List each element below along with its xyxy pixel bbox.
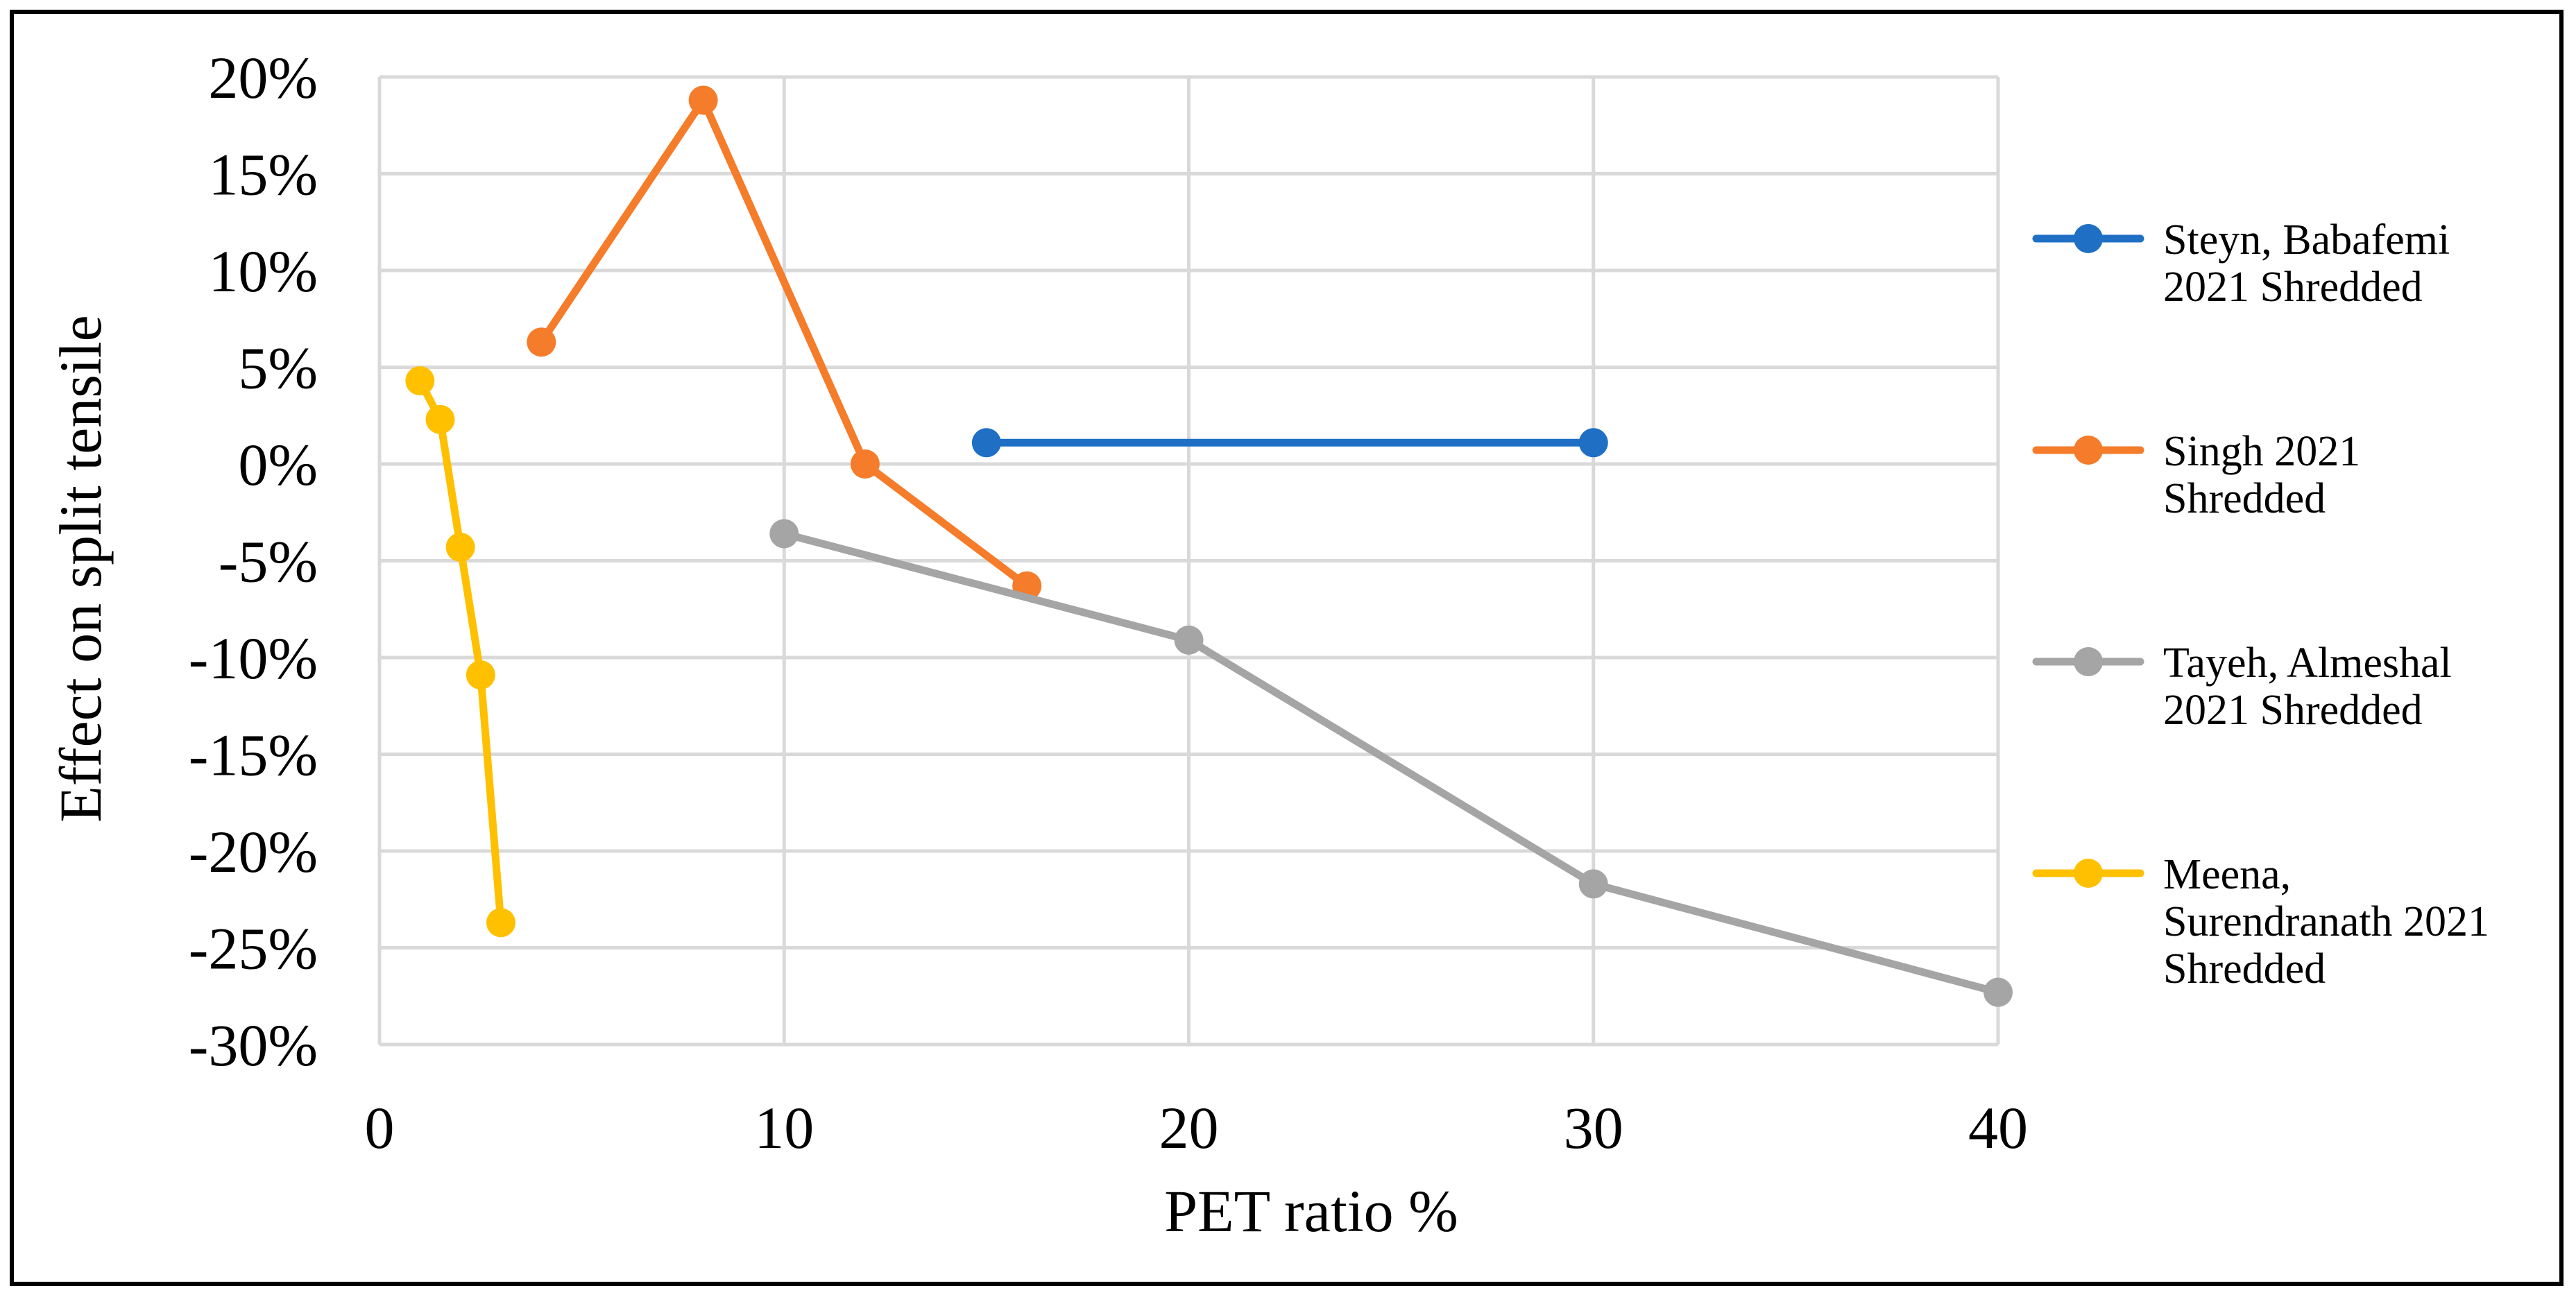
data-point xyxy=(1578,869,1608,899)
data-point xyxy=(1984,977,2013,1007)
chart-frame xyxy=(10,10,2564,1286)
y-tick-label: 5% xyxy=(238,335,318,402)
legend-label: Tayeh, Almeshal xyxy=(2163,639,2452,687)
x-tick-label: 40 xyxy=(1968,1094,2028,1161)
horizontal-gridlines xyxy=(379,75,1998,1047)
legend-label: Steyn, Babafemi xyxy=(2163,216,2450,264)
data-point xyxy=(769,519,799,549)
series-layer xyxy=(405,85,2013,1007)
data-point xyxy=(1174,625,1204,655)
legend-label: Shredded xyxy=(2163,475,2326,522)
legend-label: 2021 Shredded xyxy=(2163,264,2423,311)
y-tick-label: 20% xyxy=(208,44,318,111)
data-point xyxy=(445,532,475,562)
data-point xyxy=(486,908,515,938)
series-4 xyxy=(405,366,515,938)
legend-label: Shredded xyxy=(2163,945,2326,993)
y-tick-label: -15% xyxy=(189,722,318,789)
series-2 xyxy=(527,85,1042,601)
data-point xyxy=(405,366,435,396)
data-point xyxy=(1578,428,1608,458)
x-tick-label: 20 xyxy=(1159,1094,1219,1161)
y-tick-label: 0% xyxy=(238,431,318,498)
y-tick-label: -5% xyxy=(219,529,318,595)
y-tick-label: -10% xyxy=(189,625,318,692)
y-axis-title: Effect on split tensile xyxy=(47,315,114,823)
series-line xyxy=(537,96,1031,590)
legend-label: Singh 2021 xyxy=(2163,428,2360,475)
data-point xyxy=(466,660,495,690)
series-1 xyxy=(971,428,1608,458)
y-axis-tick-labels: 20% 15% 10% 5% 0% -5% -10% -15% -20% -25% -30% xyxy=(189,44,318,1079)
y-tick-label: -25% xyxy=(189,916,318,982)
data-point xyxy=(425,404,455,434)
legend-swatch-marker xyxy=(2074,859,2103,888)
x-tick-label: 0 xyxy=(365,1094,395,1161)
y-tick-label: 10% xyxy=(208,238,318,304)
x-tick-label: 30 xyxy=(1564,1094,1623,1161)
legend-swatch-marker xyxy=(2074,647,2103,676)
legend-swatch-marker xyxy=(2074,436,2103,465)
x-axis-tick-labels: 0 10 20 30 40 xyxy=(365,1094,2029,1161)
legend-label: Meena, xyxy=(2163,851,2291,898)
series-line xyxy=(416,377,505,927)
legend-label: Surendranath 2021 xyxy=(2163,898,2489,945)
x-axis-title: PET ratio % xyxy=(1164,1178,1458,1244)
data-point xyxy=(850,449,880,479)
legend-label: 2021 Shredded xyxy=(2163,687,2423,734)
series-3 xyxy=(769,519,2013,1007)
y-tick-label: -30% xyxy=(189,1012,318,1079)
y-tick-label: 15% xyxy=(208,141,318,208)
legend-swatch-marker xyxy=(2074,224,2103,253)
data-point xyxy=(527,327,556,357)
y-tick-label: -20% xyxy=(189,818,318,885)
x-tick-label: 10 xyxy=(754,1094,814,1161)
series-line xyxy=(780,529,2002,997)
data-point xyxy=(688,85,718,115)
data-point xyxy=(971,428,1001,458)
